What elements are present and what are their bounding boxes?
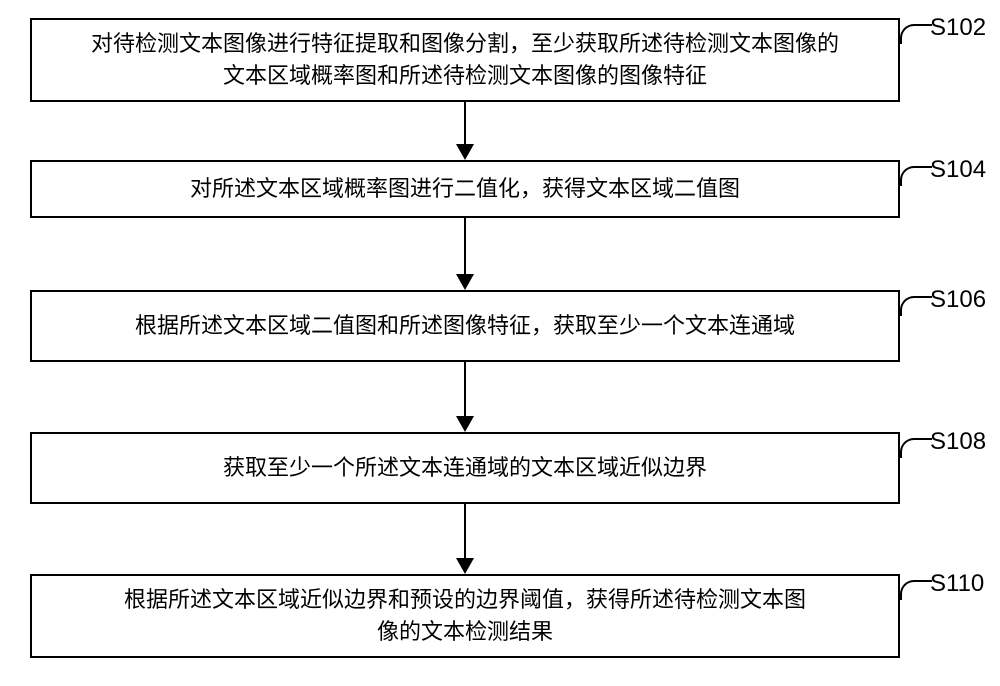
arrow-2-head (456, 274, 474, 290)
step-label-s108: S108 (930, 428, 986, 456)
step-text-s110: 根据所述文本区域近似边界和预设的边界阈值，获得所述待检测文本图 像的文本检测结果 (124, 584, 806, 648)
label-connector-s102 (900, 24, 932, 44)
arrow-2-line (464, 218, 466, 274)
arrow-1-head (456, 144, 474, 160)
step-box-s110: 根据所述文本区域近似边界和预设的边界阈值，获得所述待检测文本图 像的文本检测结果 (30, 574, 900, 658)
flowchart-canvas: 对待检测文本图像进行特征提取和图像分割，至少获取所述待检测文本图像的 文本区域概… (0, 0, 1000, 686)
arrow-4-line (464, 504, 466, 558)
label-connector-s110 (900, 580, 932, 600)
step-text-s102: 对待检测文本图像进行特征提取和图像分割，至少获取所述待检测文本图像的 文本区域概… (91, 28, 839, 92)
step-box-s104: 对所述文本区域概率图进行二值化，获得文本区域二值图 (30, 160, 900, 218)
step-text-s106: 根据所述文本区域二值图和所述图像特征，获取至少一个文本连通域 (135, 310, 795, 342)
step-text-s108: 获取至少一个所述文本连通域的文本区域近似边界 (223, 452, 707, 484)
step-text-s104: 对所述文本区域概率图进行二值化，获得文本区域二值图 (190, 173, 740, 205)
step-box-s106: 根据所述文本区域二值图和所述图像特征，获取至少一个文本连通域 (30, 290, 900, 362)
label-connector-s108 (900, 438, 932, 458)
label-connector-s106 (900, 296, 932, 316)
step-box-s102: 对待检测文本图像进行特征提取和图像分割，至少获取所述待检测文本图像的 文本区域概… (30, 18, 900, 102)
arrow-3-line (464, 362, 466, 416)
label-connector-s104 (900, 166, 932, 186)
arrow-4-head (456, 558, 474, 574)
arrow-1-line (464, 102, 466, 144)
step-label-s102: S102 (930, 14, 986, 42)
step-box-s108: 获取至少一个所述文本连通域的文本区域近似边界 (30, 432, 900, 504)
arrow-3-head (456, 416, 474, 432)
step-label-s110: S110 (930, 570, 984, 598)
step-label-s104: S104 (930, 156, 986, 184)
step-label-s106: S106 (930, 286, 986, 314)
